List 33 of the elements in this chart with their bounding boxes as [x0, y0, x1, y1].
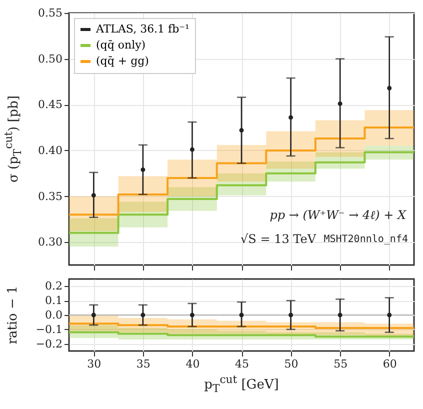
x-tick-label: 40 — [186, 358, 200, 370]
x-tick-label: 35 — [136, 358, 150, 370]
legend-label: (qq̄ only) — [96, 38, 146, 52]
y-tick-label: 0.2 — [45, 280, 62, 293]
x-tick-label: 30 — [87, 358, 102, 370]
point — [338, 101, 342, 106]
legend-label: ATLAS, 36.1 fb⁻¹ — [95, 22, 190, 36]
y-tick-label: 0.35 — [38, 190, 62, 203]
y-tick-label: −0.2 — [36, 337, 62, 350]
y-tick-label: 0.30 — [38, 236, 62, 249]
y-tick-label: −0.1 — [36, 322, 62, 336]
x-tick-label: 55 — [334, 358, 348, 370]
y-tick-label: 0.50 — [38, 52, 62, 66]
y-tick-label: 0.0 — [45, 308, 62, 322]
y-tick-label: 0.55 — [38, 6, 62, 20]
x-tick-label: 60 — [382, 358, 397, 370]
y-axis-title: ratio − 1 — [6, 286, 20, 344]
annotation: MSHT20nnlo_nf4 — [324, 234, 408, 245]
x-axis-title: p$_{T}$$^{cut}$ [GeV] — [204, 373, 279, 395]
point — [387, 86, 392, 90]
y-tick-label: 0.1 — [45, 294, 62, 308]
x-tick-label: 50 — [284, 358, 298, 370]
x-tick-label: 45 — [235, 358, 249, 370]
annotation: √S = 13 TeV — [240, 232, 316, 246]
y-tick-label: 0.45 — [38, 98, 62, 112]
y-tick-label: 0.40 — [38, 144, 62, 157]
annotation: pp → (W⁺W⁻ → 4ℓ) + X — [270, 208, 406, 222]
point — [140, 167, 146, 172]
point — [288, 115, 294, 120]
point — [239, 128, 244, 133]
point — [91, 193, 96, 198]
legend-label: (qq̄ + gg) — [96, 54, 149, 68]
point — [190, 147, 194, 152]
